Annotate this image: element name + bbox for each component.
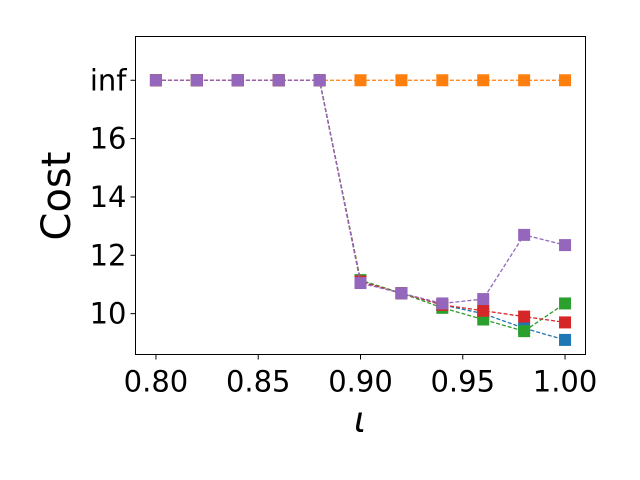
series-1	[149, 74, 572, 346]
x-tick-label: 0.90	[328, 365, 393, 399]
series-5-point	[313, 74, 326, 87]
series-2-point	[518, 74, 531, 87]
series-4-point	[477, 304, 490, 317]
series-4-point	[518, 310, 531, 323]
series-3-point	[559, 297, 572, 310]
y-tick-label: inf	[90, 63, 127, 97]
x-tick-label: 0.80	[124, 365, 189, 399]
series-2-point	[354, 74, 367, 87]
series-5-point	[559, 239, 572, 252]
series-4-point	[559, 316, 572, 329]
series-1-line	[155, 79, 566, 341]
y-axis-ticks: 10 12 14 16 inf	[90, 63, 136, 331]
y-tick-label: 14	[90, 180, 127, 214]
series-5-point	[231, 74, 244, 87]
series-1-point	[559, 333, 572, 346]
series-4	[149, 74, 572, 329]
series-5-line	[155, 79, 566, 305]
y-tick-label: 10	[90, 297, 127, 331]
series-5-point	[477, 293, 490, 306]
series-5-point	[436, 297, 449, 310]
series-5	[149, 74, 572, 310]
x-tick-label: 1.00	[533, 365, 598, 399]
series-5-point	[354, 277, 367, 290]
y-tick-label: 16	[90, 122, 127, 156]
series-3-line	[155, 79, 566, 332]
x-axis-title: ι	[354, 400, 366, 441]
x-tick-label: 0.95	[430, 365, 495, 399]
x-axis-ticks: 0.80 0.85 0.90 0.95 1.00	[124, 354, 598, 399]
series-3	[149, 74, 572, 338]
series-3-point	[518, 325, 531, 338]
y-axis-title: Cost	[34, 152, 80, 241]
series-2-point	[395, 74, 408, 87]
series-2-point	[477, 74, 490, 87]
series-2-point	[559, 74, 572, 87]
series-2-point	[436, 74, 449, 87]
series-layer	[149, 74, 572, 346]
series-5-point	[272, 74, 285, 87]
x-tick-label: 0.85	[226, 365, 291, 399]
series-5-point	[518, 228, 531, 241]
series-5-point	[190, 74, 203, 87]
y-tick-label: 12	[90, 238, 127, 272]
series-5-point	[149, 74, 162, 87]
series-5-point	[395, 287, 408, 300]
